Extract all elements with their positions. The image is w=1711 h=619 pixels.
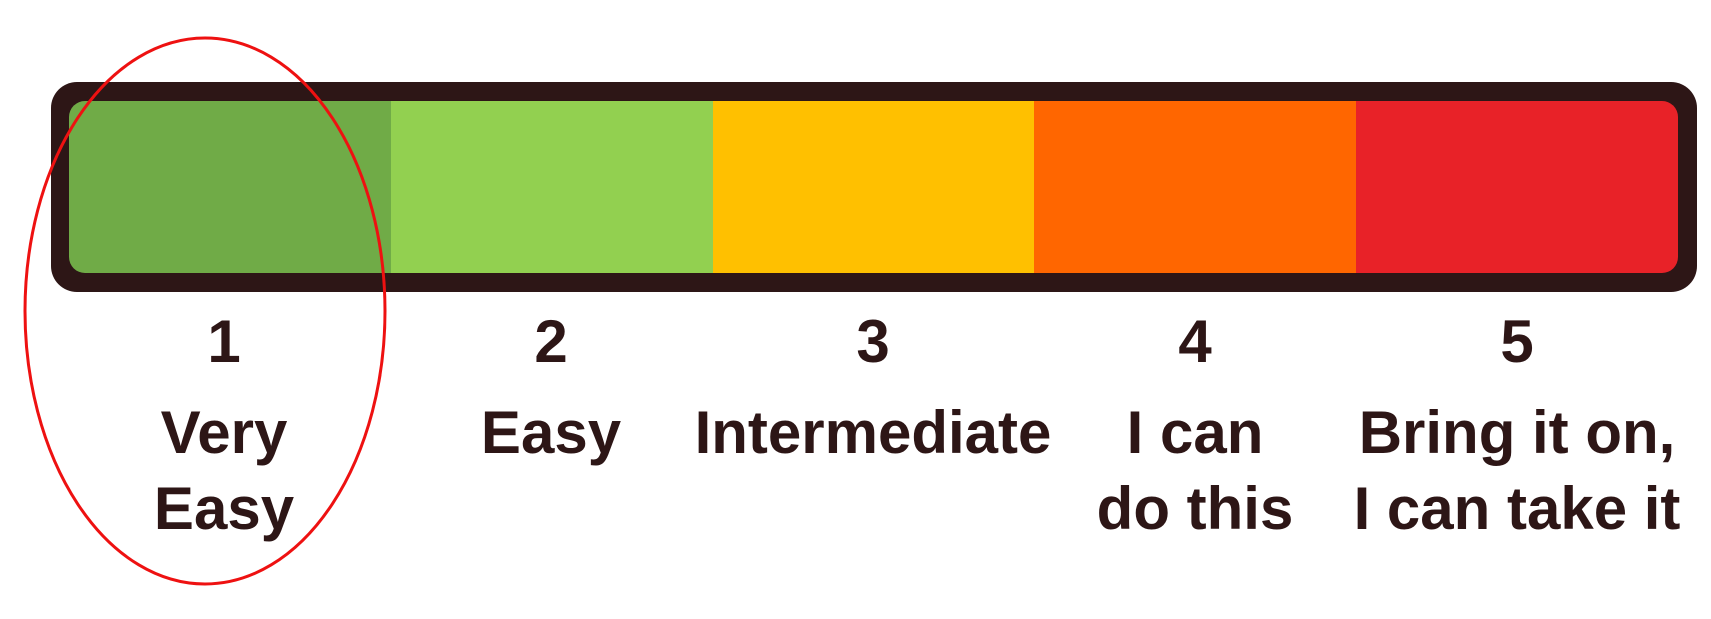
level-4-number: 4 — [1178, 308, 1212, 375]
level-5-number: 5 — [1500, 308, 1534, 375]
segment-level-3 — [712, 101, 1035, 273]
level-1-label-line-1: Very — [160, 399, 288, 466]
level-2-label: Easy — [481, 395, 621, 471]
level-4-label-line-2: do this — [1096, 475, 1294, 542]
segment-level-5 — [1356, 101, 1678, 273]
segment-level-2 — [390, 101, 713, 273]
level-2-number: 2 — [534, 308, 568, 375]
level-3-label: Intermediate — [695, 395, 1052, 471]
level-2-label-line-1: Easy — [480, 399, 622, 466]
level-3-label-line-1: Intermediate — [694, 399, 1052, 466]
segment-level-1 — [69, 101, 391, 273]
segment-level-4 — [1034, 101, 1357, 273]
level-5-label-line-2: I can take it — [1353, 475, 1681, 542]
highlight-ellipse — [23, 36, 387, 586]
level-1-label: Very Easy — [154, 395, 294, 547]
level-5-label: Bring it on, I can take it — [1354, 395, 1681, 547]
level-4-label-line-1: I can — [1126, 399, 1264, 466]
level-4-label: I can do this — [1097, 395, 1294, 547]
difficulty-bar — [69, 101, 1678, 273]
level-5-label-line-1: Bring it on, — [1358, 399, 1676, 466]
level-1-label-line-2: Easy — [153, 475, 295, 542]
level-3-number: 3 — [856, 308, 890, 375]
level-1-number: 1 — [207, 308, 241, 375]
